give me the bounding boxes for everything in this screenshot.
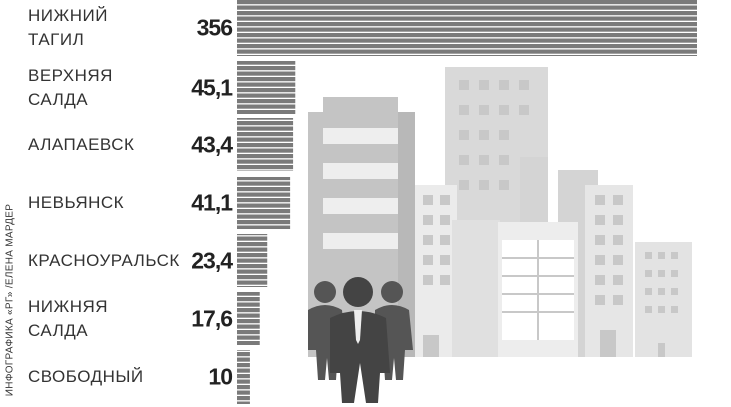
- value-label: 17,6: [191, 305, 233, 331]
- bar: [237, 61, 296, 114]
- value-label: 10: [208, 363, 233, 390]
- category-label: СВОБОДНЫЙ: [28, 367, 144, 386]
- value-label: 43,4: [191, 131, 233, 157]
- value-label: 23,4: [191, 247, 233, 273]
- category-label: НИЖНЯЯ САЛДА: [28, 296, 109, 340]
- category-label: ВЕРХНЯЯ САЛДА: [28, 65, 113, 109]
- value-label: 356: [196, 14, 233, 41]
- category-label: НЕВЬЯНСК: [28, 193, 125, 212]
- city-illustration: [308, 67, 692, 357]
- category-label: НИЖНИЙ ТАГИЛ: [28, 6, 108, 49]
- bar: [237, 292, 260, 345]
- category-label: АЛАПАЕВСК: [28, 134, 135, 154]
- bar: [237, 234, 268, 287]
- bar: [237, 177, 291, 229]
- value-label: 45,1: [191, 74, 233, 100]
- bar: [237, 350, 250, 404]
- bar: [237, 0, 697, 56]
- value-label: 41,1: [191, 189, 233, 216]
- credit: ИНФОГРАФИКА «РГ» /ЕЛЕНА МАРДЕР: [4, 203, 16, 397]
- people-illustration: [308, 277, 413, 403]
- category-label: КРАСНОУРАЛЬСК: [28, 250, 180, 270]
- bar: [237, 118, 294, 171]
